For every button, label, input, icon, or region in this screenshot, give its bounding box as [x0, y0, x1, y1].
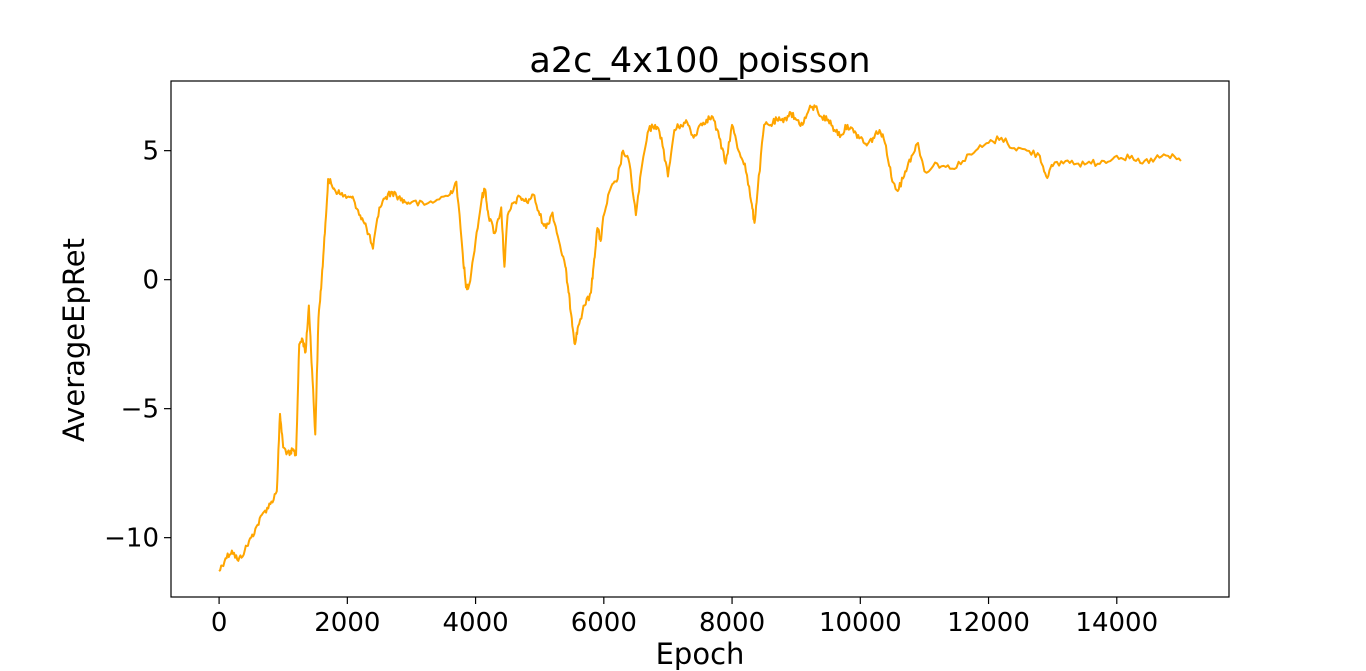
x-axis-label: Epoch — [656, 637, 745, 671]
x-tick-label: 10000 — [819, 608, 902, 638]
x-tick-label: 8000 — [699, 608, 765, 638]
y-tick-label: −10 — [104, 524, 159, 554]
x-tick-label: 6000 — [571, 608, 637, 638]
x-tick-label: 12000 — [947, 608, 1030, 638]
y-axis: −10 −5 0 5 — [104, 137, 171, 554]
series-layer — [218, 104, 1182, 572]
x-tick-label: 0 — [211, 608, 228, 638]
x-tick-label: 14000 — [1075, 608, 1158, 638]
x-tick-label: 4000 — [442, 608, 508, 638]
y-tick-label: 5 — [142, 137, 159, 167]
y-tick-label: −5 — [121, 395, 159, 425]
plot-frame — [170, 80, 1230, 598]
series-line-0 — [218, 104, 1182, 572]
y-axis-label: AverageEpRet — [57, 238, 91, 442]
chart-title: a2c_4x100_poisson — [529, 41, 870, 81]
y-tick-label: 0 — [142, 266, 159, 296]
x-axis: 0 2000 4000 6000 8000 10000 12000 14000 — [211, 597, 1158, 638]
x-tick-label: 2000 — [314, 608, 380, 638]
